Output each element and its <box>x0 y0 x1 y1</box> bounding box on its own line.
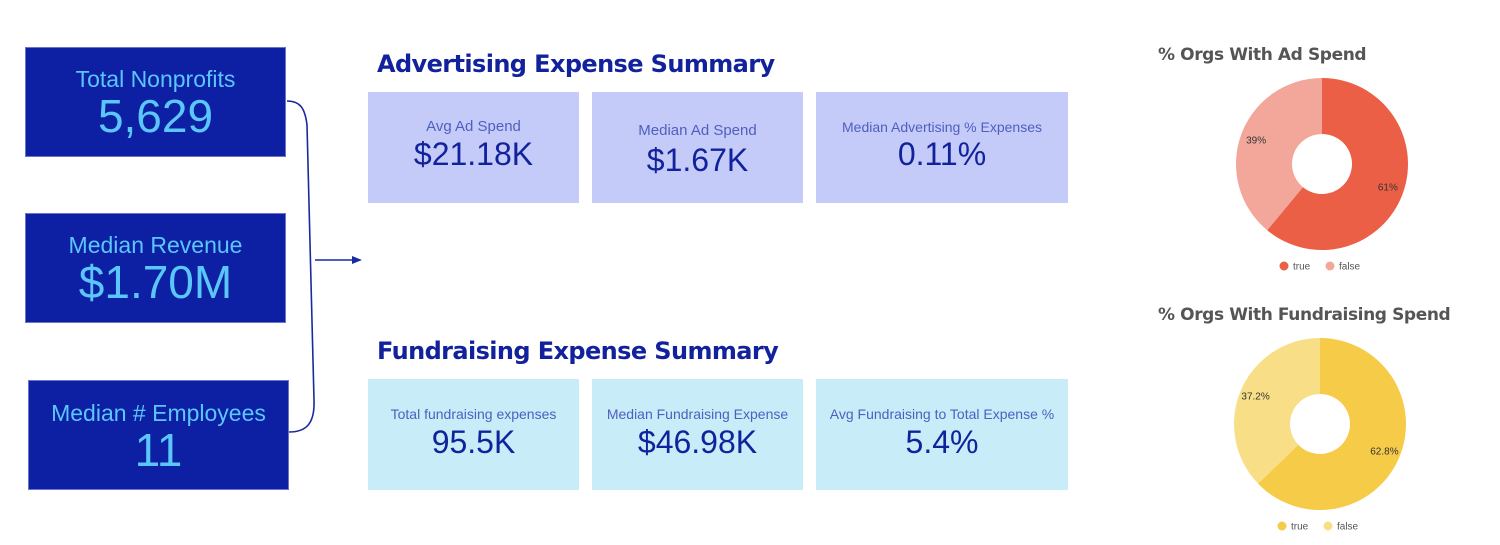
advertising-section-title: Advertising Expense Summary <box>377 50 775 78</box>
arrow-head-icon <box>352 256 362 264</box>
slice-false[interactable] <box>1236 78 1322 231</box>
slice-label-false: 39% <box>1246 135 1266 146</box>
slice-label-true: 61% <box>1378 183 1398 194</box>
card-value: $1.67K <box>646 142 749 178</box>
card-label: Median Ad Spend <box>638 122 757 139</box>
card-total-fundraising: Total fundraising expenses 95.5K <box>368 379 579 490</box>
kpi-label: Median # Employees <box>51 400 266 426</box>
kpi-median-employees: Median # Employees 11 <box>28 380 289 490</box>
slice-false[interactable] <box>1234 338 1320 484</box>
slice-true[interactable] <box>1258 337 1407 511</box>
fundraising-spend-legend: true false <box>1277 521 1359 533</box>
card-median-advertising-pct: Median Advertising % Expenses 0.11% <box>816 92 1068 203</box>
card-value: 5.4% <box>905 424 979 460</box>
fundraising-spend-donut: 62.8% 37.2% <box>1234 337 1407 511</box>
bracket-line <box>286 100 315 433</box>
ad-spend-legend: true false <box>1279 261 1361 273</box>
card-label: Avg Fundraising to Total Expense % <box>829 406 1055 422</box>
slice-label-true: 62.8% <box>1370 446 1398 457</box>
kpi-label: Median Revenue <box>68 232 243 258</box>
card-value: $21.18K <box>413 136 534 172</box>
kpi-value: 5,629 <box>97 90 214 142</box>
card-value: 0.11% <box>897 136 987 172</box>
card-label: Total fundraising expenses <box>390 406 557 422</box>
ad-spend-chart-title: % Orgs With Ad Spend <box>1158 45 1367 65</box>
slice-true[interactable] <box>1267 78 1408 250</box>
card-median-ad-spend: Median Ad Spend $1.67K <box>592 92 803 203</box>
kpi-median-revenue: Median Revenue $1.70M <box>25 213 286 323</box>
card-label: Median Advertising % Expenses <box>842 119 1042 135</box>
fundraising-section-title: Fundraising Expense Summary <box>377 337 779 365</box>
card-label: Median Fundraising Expense <box>606 406 789 422</box>
slice-label-false: 37.2% <box>1241 392 1269 403</box>
fundraising-spend-chart-title: % Orgs With Fundraising Spend <box>1158 305 1451 325</box>
card-value: 95.5K <box>431 424 516 460</box>
kpi-value: 11 <box>134 424 183 476</box>
card-label: Avg Ad Spend <box>426 118 521 135</box>
card-value: $46.98K <box>637 424 758 460</box>
kpi-label: Total Nonprofits <box>75 66 236 92</box>
legend-swatch-true <box>1277 521 1287 531</box>
legend-swatch-false <box>1325 261 1335 271</box>
card-median-fundraising: Median Fundraising Expense $46.98K <box>592 379 803 490</box>
legend-label-true: true <box>1293 262 1311 273</box>
kpi-value: $1.70M <box>78 256 233 308</box>
legend-label-false: false <box>1337 522 1359 533</box>
legend-swatch-true <box>1279 261 1289 271</box>
legend-label-true: true <box>1291 522 1309 533</box>
legend-swatch-false <box>1323 521 1333 531</box>
kpi-total-nonprofits: Total Nonprofits 5,629 <box>25 47 286 157</box>
legend-label-false: false <box>1339 262 1361 273</box>
card-avg-fundraising-pct: Avg Fundraising to Total Expense % 5.4% <box>816 379 1068 490</box>
card-avg-ad-spend: Avg Ad Spend $21.18K <box>368 92 579 203</box>
ad-spend-donut: 61% 39% <box>1236 78 1408 250</box>
